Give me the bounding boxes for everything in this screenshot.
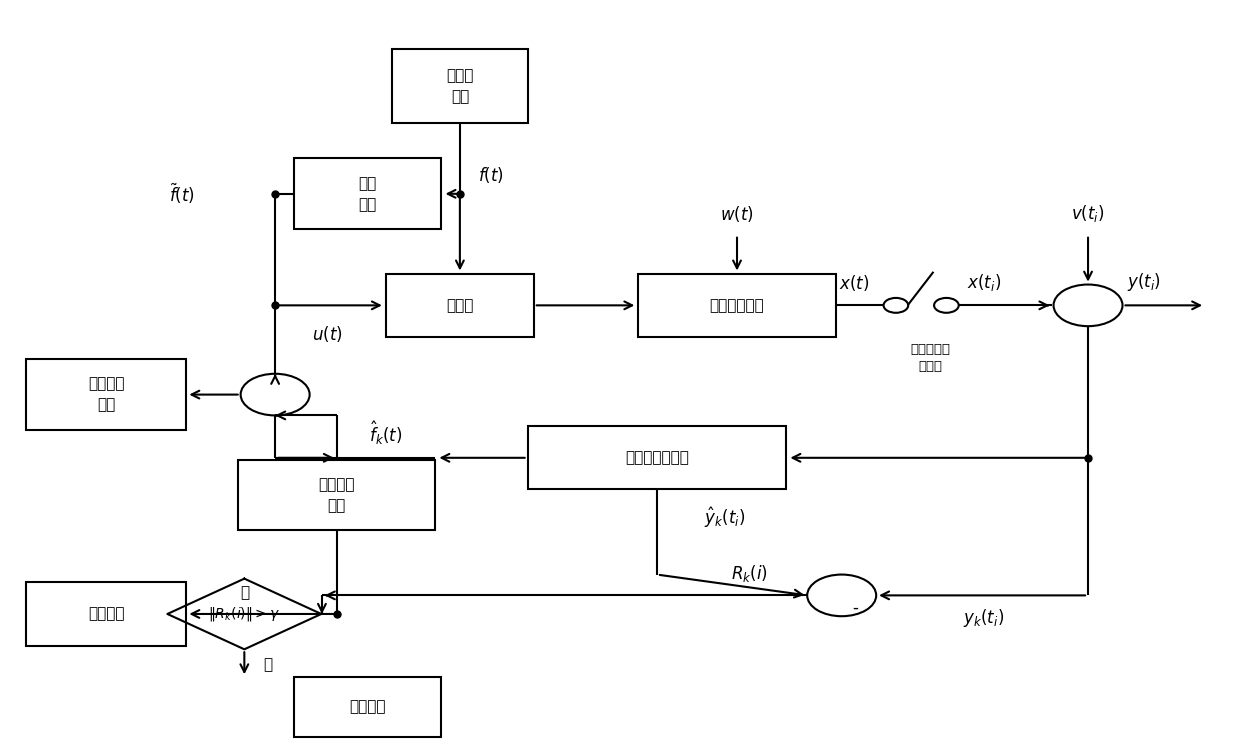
Text: 故障预警: 故障预警 bbox=[88, 606, 125, 621]
Text: $y_k(t_i)$: $y_k(t_i)$ bbox=[962, 607, 1004, 629]
Text: $f(t)$: $f(t)$ bbox=[479, 165, 505, 185]
Text: 非均匀随机
采样器: 非均匀随机 采样器 bbox=[910, 342, 950, 372]
FancyBboxPatch shape bbox=[392, 49, 528, 123]
FancyBboxPatch shape bbox=[528, 426, 786, 490]
Text: $w(t)$: $w(t)$ bbox=[720, 204, 754, 223]
Text: 运行正常: 运行正常 bbox=[350, 699, 386, 714]
Text: 故障诊断滤波器: 故障诊断滤波器 bbox=[625, 450, 689, 465]
Text: $R_k(i)$: $R_k(i)$ bbox=[730, 563, 768, 584]
Text: $x(t)$: $x(t)$ bbox=[839, 273, 869, 293]
FancyBboxPatch shape bbox=[639, 274, 836, 337]
FancyBboxPatch shape bbox=[26, 359, 186, 430]
Circle shape bbox=[241, 374, 310, 415]
Polygon shape bbox=[167, 578, 321, 649]
Text: $u(t)$: $u(t)$ bbox=[312, 324, 342, 344]
FancyBboxPatch shape bbox=[294, 159, 441, 229]
Circle shape bbox=[807, 575, 877, 616]
Text: 机电控制系统: 机电控制系统 bbox=[709, 298, 764, 313]
Text: 执行器
故障: 执行器 故障 bbox=[446, 68, 474, 104]
Text: 虚拟故障
估计: 虚拟故障 估计 bbox=[319, 477, 355, 513]
FancyBboxPatch shape bbox=[294, 678, 441, 737]
Text: 故障估计
误差: 故障估计 误差 bbox=[88, 377, 125, 413]
FancyBboxPatch shape bbox=[26, 582, 186, 645]
Text: $v(t_i)$: $v(t_i)$ bbox=[1071, 202, 1105, 223]
Text: $\hat{y}_k(t_i)$: $\hat{y}_k(t_i)$ bbox=[704, 505, 745, 529]
Text: -: - bbox=[853, 599, 858, 617]
Text: 是: 是 bbox=[239, 586, 249, 601]
Circle shape bbox=[884, 298, 908, 313]
Text: 执行器: 执行器 bbox=[446, 298, 474, 313]
Text: $\tilde{f}(t)$: $\tilde{f}(t)$ bbox=[169, 182, 195, 206]
Text: $\hat{f}_k(t)$: $\hat{f}_k(t)$ bbox=[370, 419, 403, 447]
Circle shape bbox=[1054, 284, 1122, 326]
Text: 否: 否 bbox=[263, 656, 272, 672]
Text: 等效
变换: 等效 变换 bbox=[358, 176, 377, 212]
Text: $x(t_i)$: $x(t_i)$ bbox=[967, 271, 1002, 293]
Text: $y(t_i)$: $y(t_i)$ bbox=[1127, 271, 1162, 293]
Text: $\|R_k(i)\|>\gamma$: $\|R_k(i)\|>\gamma$ bbox=[208, 605, 280, 623]
FancyBboxPatch shape bbox=[386, 274, 533, 337]
Circle shape bbox=[934, 298, 959, 313]
FancyBboxPatch shape bbox=[238, 459, 435, 530]
